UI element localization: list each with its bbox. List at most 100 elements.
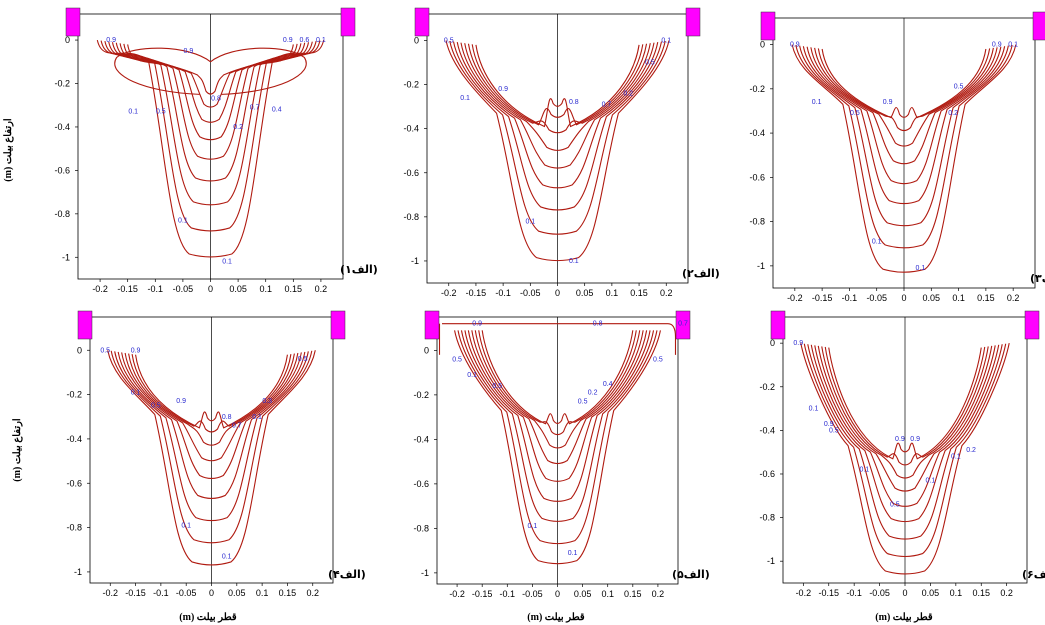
contour-panel-1: -0.2 -0.15 -0.1 -0.05 0 0.05 0.1 0.15 0.2 0 -0.2 -0…: [3, 7, 378, 294]
x-tick-label: 0.05: [229, 284, 247, 294]
x-tick-label: -0.15: [812, 293, 833, 303]
y-tick-label: -0.2: [66, 390, 82, 400]
x-tick-label: 0.05: [576, 288, 594, 298]
panel-label: (الف۲): [682, 267, 720, 280]
contour-value-label: 0.9: [498, 86, 508, 93]
panel-label: (الف۶): [1022, 568, 1045, 581]
x-tick-label: 0.2: [1007, 293, 1020, 303]
y-tick-label: -0.8: [403, 212, 419, 222]
x-tick-label: -0.05: [520, 288, 541, 298]
contour-value-label: 0.1: [528, 523, 538, 530]
contour-value-label: 0.1: [316, 37, 326, 44]
x-tick-label: 0.2: [315, 284, 328, 294]
x-tick-label: 0.1: [256, 588, 269, 598]
contour-value-label: 0.1: [525, 218, 535, 225]
mold-block-right: [1024, 310, 1040, 340]
x-tick-label: 0.05: [922, 588, 940, 598]
contour-line-0.2: [110, 350, 313, 544]
x-tick-label: 0: [555, 589, 560, 599]
contour-value-label: 0.1: [252, 414, 262, 421]
contour-line-0.4: [810, 344, 1000, 523]
mold-block-left: [424, 310, 440, 340]
contour-line-0.1: [107, 350, 316, 566]
y-tick-label: -1: [411, 256, 419, 266]
contour-value-label: 0.9: [106, 37, 116, 44]
y-tick-label: -0.2: [403, 80, 419, 90]
contour-value-label: 0.1: [222, 553, 232, 560]
contour-value-label: 0.1: [128, 109, 138, 116]
contour-line-0.6: [471, 330, 644, 465]
x-tick-label: 0.15: [630, 288, 648, 298]
contour-value-label: 0.1: [569, 258, 579, 265]
contour-line-0.8: [817, 48, 991, 132]
contour-value-label: 0.1: [178, 217, 188, 224]
x-tick-label: 0.2: [660, 288, 673, 298]
x-tick-label: 0.15: [977, 293, 995, 303]
contour-value-label: 0.8: [593, 321, 603, 328]
contour-value-label: 0.5: [578, 399, 588, 406]
x-tick-label: 0: [209, 588, 214, 598]
x-tick-label: -0.15: [117, 284, 138, 294]
contour-line-0.3: [460, 330, 655, 522]
x-tick-label: -0.1: [846, 588, 862, 598]
contour-line-0.9: [127, 44, 294, 95]
x-tick-label: 0.15: [279, 588, 297, 598]
x-tick-label: -0.15: [472, 589, 493, 599]
x-tick-label: -0.15: [466, 288, 487, 298]
contour-line-0.4: [464, 330, 651, 502]
y-tick-label: 0: [760, 40, 765, 50]
y-axis-title: ارتفاع بیلت (m): [3, 118, 14, 182]
y-tick-label: -0.6: [66, 478, 82, 488]
x-tick-label: -0.15: [125, 588, 146, 598]
mold-block-right: [685, 7, 701, 37]
x-tick-label: -0.05: [173, 284, 194, 294]
mold-block-left: [414, 7, 430, 37]
y-tick-label: -0.4: [413, 434, 429, 444]
contour-line-0.7: [821, 346, 989, 479]
panel-label: (الف۱): [340, 263, 378, 276]
contour-value-label: 0.1: [809, 406, 819, 413]
contour-value-label: 0.1: [460, 95, 470, 102]
contour-line-0.8: [123, 43, 298, 108]
contour-value-label: 0.9: [824, 421, 834, 428]
contour-value-label: 0.5: [829, 427, 839, 434]
contour-value-label: 0.2: [623, 90, 633, 97]
contour-value-label: 0.5: [298, 356, 308, 363]
contour-value-label: 0.9: [883, 99, 893, 106]
y-tick-label: -1: [421, 568, 429, 578]
contour-value-label: 0.5: [645, 60, 655, 67]
y-tick-label: 0: [65, 35, 70, 45]
contour-value-label: 0.1: [926, 478, 936, 485]
contour-value-label: 0.5: [444, 37, 454, 44]
y-tick-label: -0.4: [66, 434, 82, 444]
contour-line-0.3: [807, 344, 1003, 540]
x-axis-title: قطر بیلت (m): [179, 612, 237, 623]
mold-block-left: [760, 11, 776, 41]
contour-panel-4: -0.2 -0.15 -0.1 -0.05 0 0.05 0.1 0.15 0.2 0 -0.2 -0…: [12, 310, 366, 623]
contour-line-0.3: [799, 45, 1009, 227]
y-tick-label: -0.4: [749, 128, 765, 138]
contour-value-label: 0.8: [211, 96, 221, 103]
contour-value-label: 0.5: [850, 110, 860, 117]
mold-block-right: [1032, 11, 1045, 41]
contour-value-label: 0.3: [262, 398, 272, 405]
y-tick-label: -0.6: [759, 469, 775, 479]
contour-value-label: 0.5: [890, 502, 900, 509]
contour-value-label: 0.1: [467, 372, 477, 379]
contour-value-label: 0.7: [232, 423, 242, 430]
contour-line-0.2: [795, 45, 1013, 249]
contour-line-0.7: [467, 43, 648, 134]
contour-value-label: 0.7: [602, 101, 612, 108]
x-tick-label: 0.1: [952, 293, 965, 303]
x-axis-title: قطر بیلت (m): [527, 612, 585, 623]
panel-label: (الف۳): [1030, 272, 1045, 285]
contour-value-label: 0.5: [653, 356, 663, 363]
y-tick-label: -0.4: [54, 122, 70, 132]
x-tick-label: -0.1: [500, 589, 516, 599]
contour-value-label: 0.1: [222, 259, 232, 266]
mold-block-left: [770, 310, 786, 340]
contour-value-label: 0.1: [812, 99, 822, 106]
y-tick-label: 0: [414, 35, 419, 45]
x-tick-label: -0.05: [176, 588, 197, 598]
